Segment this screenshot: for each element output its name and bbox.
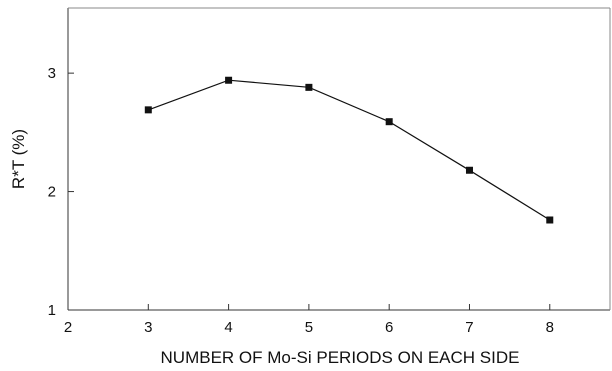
data-point-6: [385, 118, 393, 126]
data-point-3: [144, 106, 152, 114]
y-axis-title: R*T (%): [9, 129, 28, 189]
x-tick-label-2: 2: [64, 319, 72, 336]
y-tick-label-2: 2: [48, 184, 56, 201]
y-tick-label-1: 1: [48, 302, 56, 319]
x-tick-label-7: 7: [465, 319, 473, 336]
x-tick-label-5: 5: [305, 319, 313, 336]
data-point-7: [465, 166, 473, 174]
series-group: [144, 76, 554, 224]
data-point-5: [305, 83, 313, 91]
y-tick-label-3: 3: [48, 65, 56, 82]
tick-marks: [67, 72, 551, 311]
x-tick-label-4: 4: [224, 319, 232, 336]
data-point-8: [546, 216, 554, 224]
x-tick-label-8: 8: [546, 319, 554, 336]
x-axis-title: NUMBER OF Mo-Si PERIODS ON EACH SIDE: [161, 348, 520, 367]
x-tick-label-6: 6: [385, 319, 393, 336]
x-tick-label-3: 3: [144, 319, 152, 336]
series-line-0: [148, 79, 551, 221]
data-point-4: [225, 76, 233, 84]
